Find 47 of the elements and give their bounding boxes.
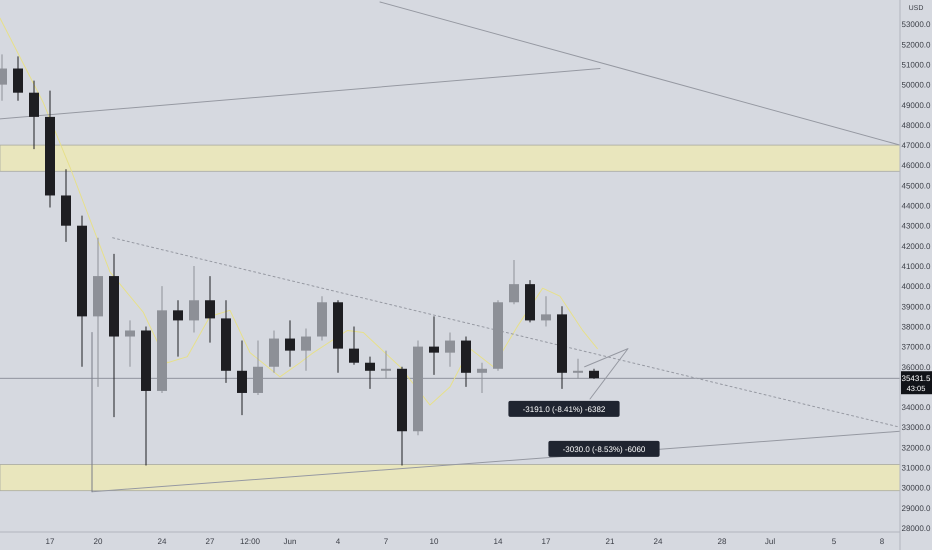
x-tick-label: Jul: [764, 537, 776, 546]
x-tick-label: 21: [606, 537, 615, 546]
y-tick-label: 34000.0: [902, 403, 932, 412]
annotation: -3030.0 (-8.53%) -6060: [562, 444, 646, 454]
y-tick-label: 33000.0: [902, 423, 932, 432]
x-tick-label: Jun: [284, 537, 296, 546]
y-tick-label: 46000.0: [902, 161, 932, 170]
x-tick-label: 12:00: [240, 537, 261, 546]
y-tick-label: 47000.0: [902, 141, 932, 150]
y-tick-label: 38000.0: [902, 322, 932, 332]
measure-label: -3191.0 (-8.41%) -6382: [508, 400, 620, 417]
y-tick-label: 53000.0: [902, 20, 932, 30]
y-tick-label: 51000.0: [902, 60, 932, 70]
y-tick-label: 32000.0: [902, 443, 932, 452]
y-tick-label: 41000.0: [902, 262, 932, 271]
y-tick-label: 49000.0: [902, 100, 932, 110]
x-tick-label: 20: [94, 537, 103, 546]
y-tick-label: 45000.0: [902, 181, 932, 190]
x-tick-label: 24: [654, 537, 663, 546]
y-tick-label: 29000.0: [902, 504, 932, 513]
annotation: -3191.0 (-8.41%) -6382: [522, 404, 606, 414]
x-tick-label: 27: [206, 537, 215, 546]
measure-label: -3030.0 (-8.53%) -6060: [548, 440, 660, 457]
y-tick-label: 39000.0: [902, 302, 932, 312]
y-tick-label: 44000.0: [902, 202, 932, 211]
y-tick-label: 40000.0: [902, 282, 932, 292]
x-tick-label: 17: [46, 537, 55, 546]
x-tick-label: 8: [880, 537, 885, 546]
ref-line-label: 35431.5: [902, 374, 932, 384]
x-tick-label: 28: [718, 537, 727, 546]
y-tick-label: 42000.0: [902, 242, 932, 251]
y-tick-label: 36000.0: [902, 362, 932, 372]
x-tick-label: 7: [384, 537, 389, 546]
x-tick-label: 24: [158, 537, 167, 546]
x-tick-label: 17: [542, 537, 551, 546]
y-tick-label: 50000.0: [902, 80, 932, 90]
x-tick-label: 10: [430, 537, 439, 546]
y-tick-label: 48000.0: [902, 120, 932, 130]
y-tick-label: 28000.0: [902, 524, 932, 533]
y-tick-label: 30000.0: [902, 484, 932, 493]
y-tick-label: 37000.0: [902, 342, 932, 352]
x-tick-label: 4: [336, 537, 341, 546]
y-tick-label: 43000.0: [902, 222, 932, 231]
x-tick-label: 5: [832, 537, 837, 546]
x-tick-label: 14: [494, 537, 503, 546]
y-tick-label: 52000.0: [902, 40, 932, 50]
y-tick-label: 31000.0: [902, 464, 932, 473]
